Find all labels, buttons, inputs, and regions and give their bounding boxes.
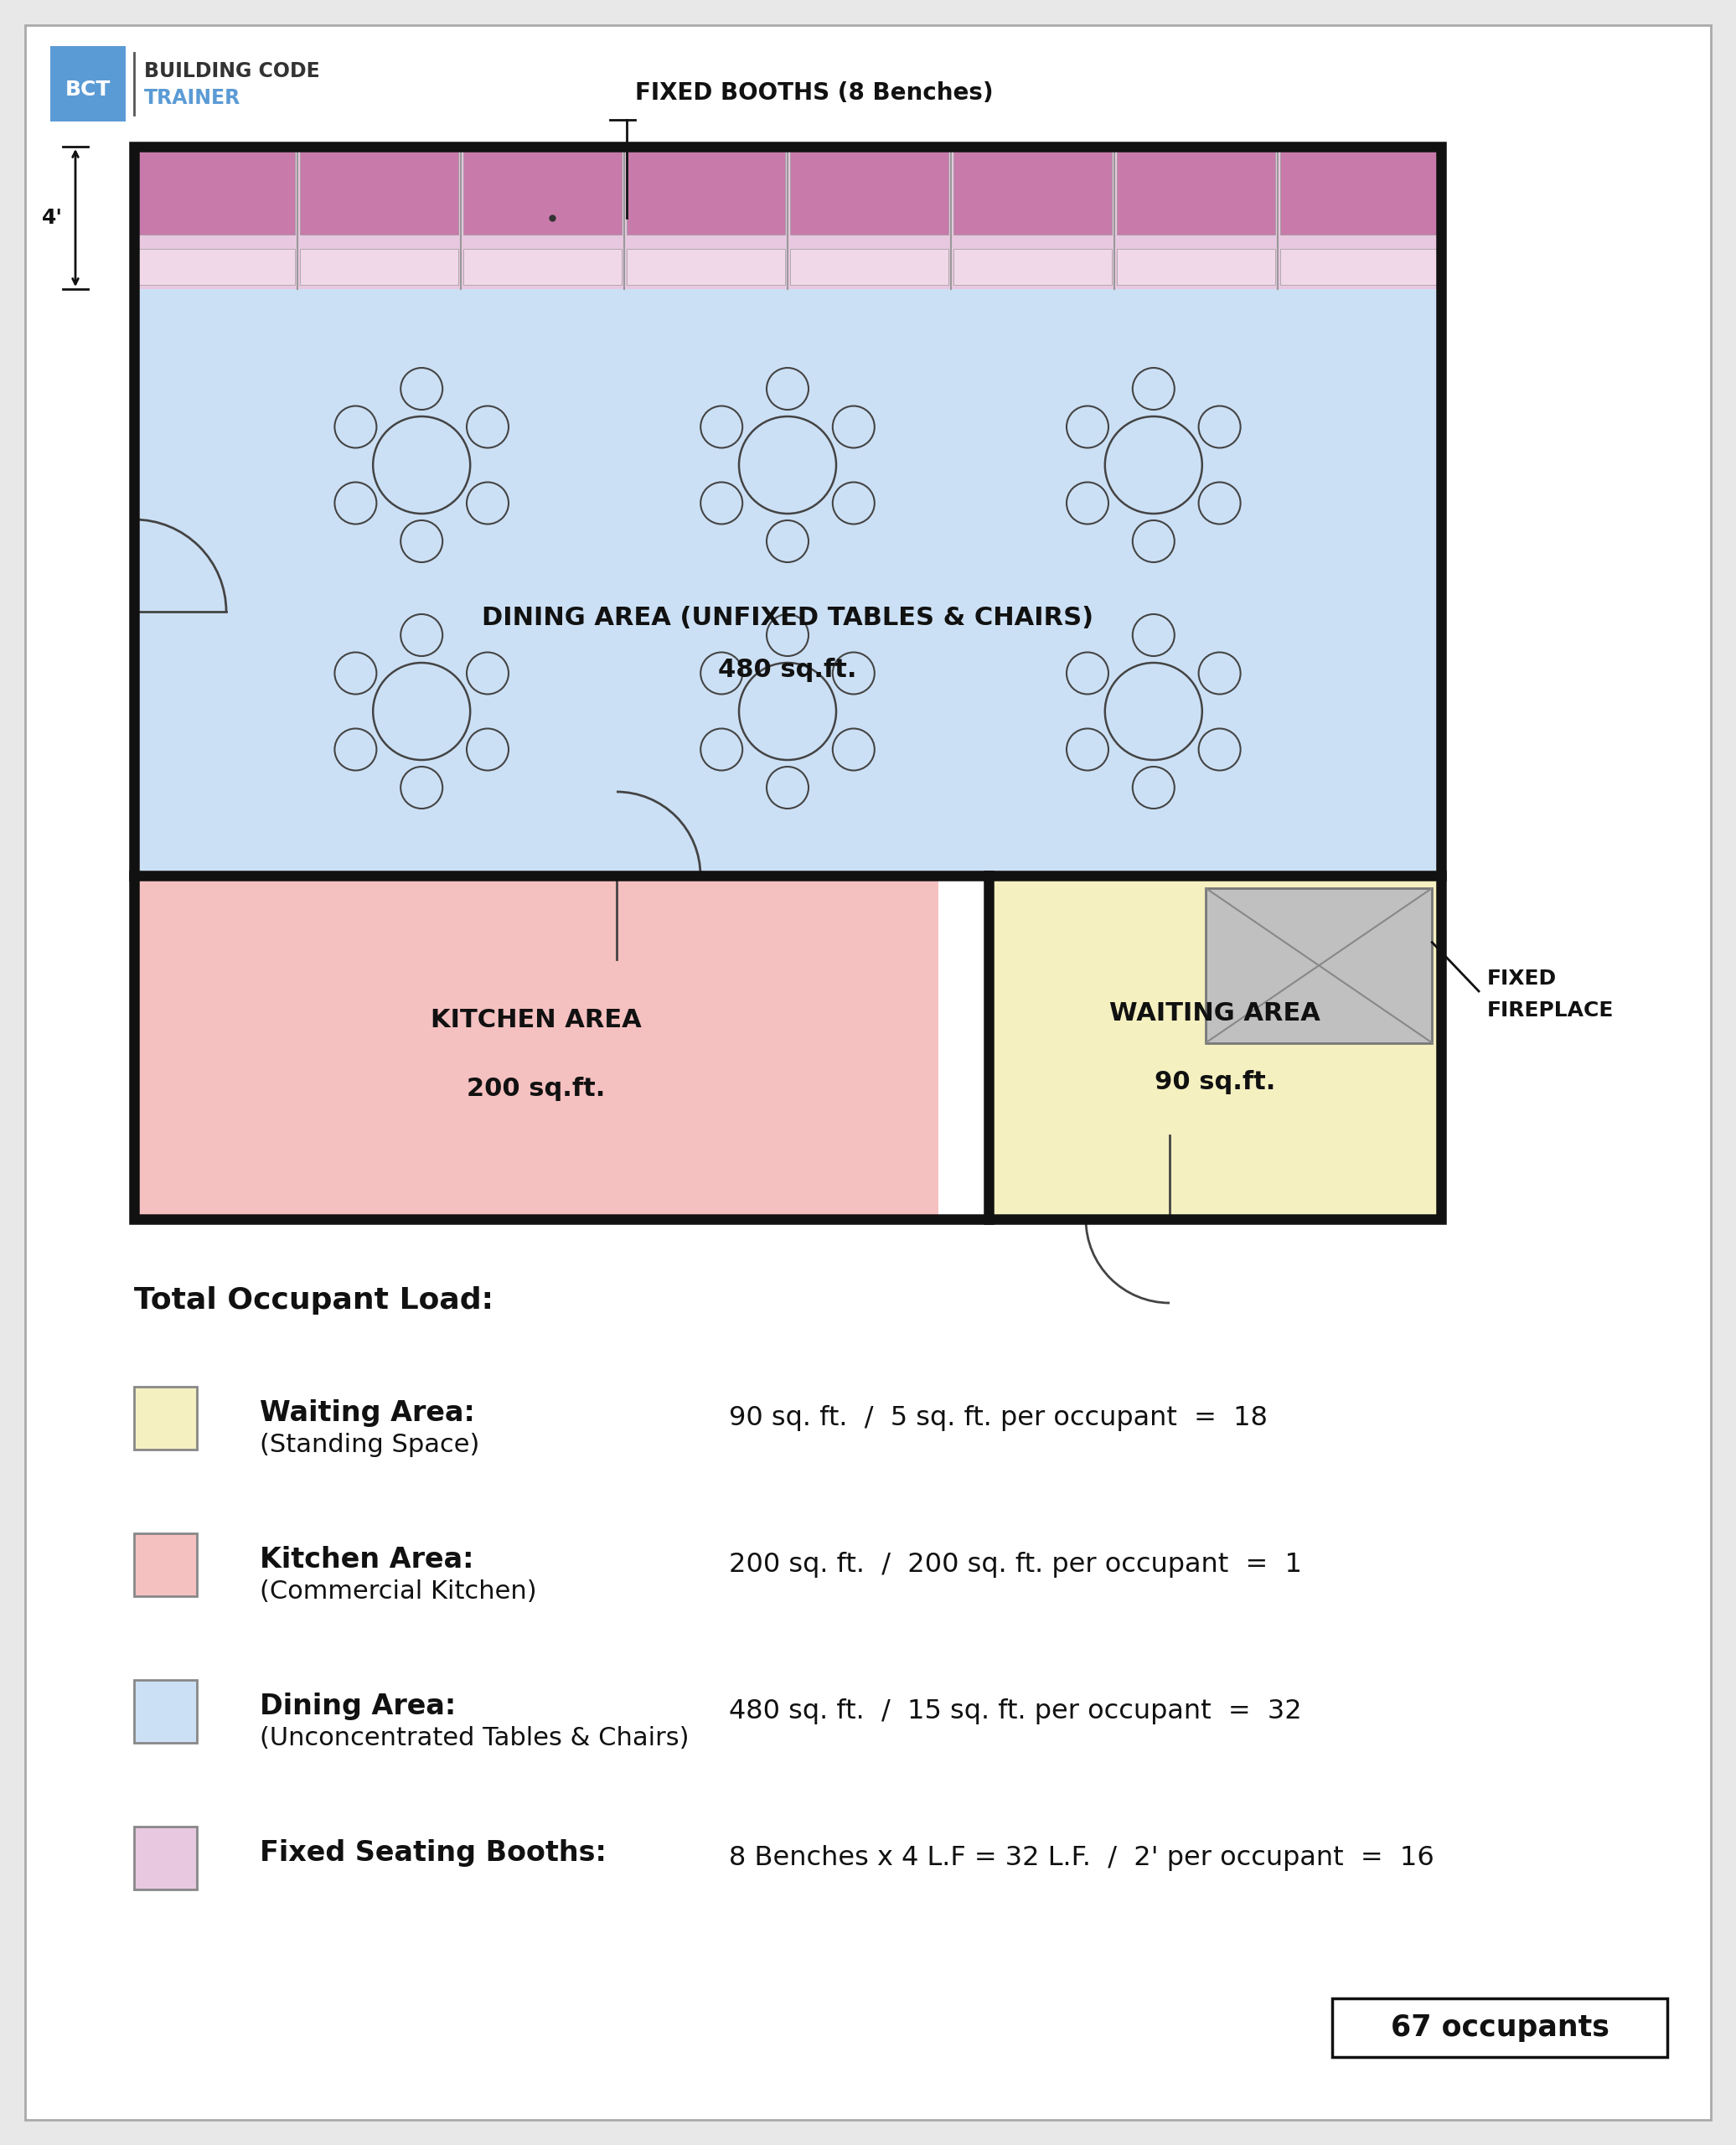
Circle shape	[401, 613, 443, 656]
Bar	[1207, 888, 1432, 1042]
Text: Total Occupant Load:: Total Occupant Load:	[134, 1287, 493, 1315]
Text: 200 sq.ft.: 200 sq.ft.	[467, 1077, 606, 1100]
Circle shape	[401, 766, 443, 809]
Text: 8 Benches x 4 L.F = 32 L.F.  /  2' per occupant  =  16: 8 Benches x 4 L.F = 32 L.F. / 2' per occ…	[729, 1845, 1434, 1870]
Bar	[137, 150, 295, 234]
Text: 90 sq. ft.  /  5 sq. ft. per occupant  =  18: 90 sq. ft. / 5 sq. ft. per occupant = 18	[729, 1405, 1267, 1431]
Circle shape	[701, 483, 743, 523]
Text: 200 sq. ft.  /  200 sq. ft. per occupant  =  1: 200 sq. ft. / 200 sq. ft. per occupant =…	[729, 1551, 1302, 1579]
Bar	[134, 146, 1441, 290]
Bar	[300, 249, 458, 285]
Circle shape	[701, 652, 743, 695]
Bar	[1279, 249, 1439, 285]
Bar	[464, 150, 621, 234]
Bar	[627, 150, 785, 234]
Bar	[1116, 150, 1276, 234]
Text: Fixed Seating Booths:: Fixed Seating Booths:	[260, 1838, 606, 1866]
Circle shape	[1104, 416, 1201, 513]
Bar	[627, 249, 785, 285]
Text: (Unconcentrated Tables & Chairs): (Unconcentrated Tables & Chairs)	[260, 1727, 689, 1750]
Bar	[464, 249, 621, 285]
Circle shape	[740, 663, 837, 759]
Bar	[1279, 150, 1439, 234]
Circle shape	[740, 416, 837, 513]
Bar	[134, 1534, 196, 1596]
Circle shape	[335, 405, 377, 448]
Circle shape	[1132, 367, 1175, 410]
Circle shape	[1132, 521, 1175, 562]
Circle shape	[373, 663, 470, 759]
Bar	[953, 150, 1111, 234]
Circle shape	[833, 729, 875, 770]
Circle shape	[467, 483, 509, 523]
Circle shape	[833, 483, 875, 523]
Text: BCT: BCT	[66, 79, 111, 99]
Circle shape	[767, 766, 809, 809]
Text: KITCHEN AREA: KITCHEN AREA	[431, 1008, 642, 1032]
Bar	[134, 1828, 196, 1890]
Circle shape	[1132, 613, 1175, 656]
Circle shape	[401, 367, 443, 410]
Circle shape	[1066, 652, 1109, 695]
Circle shape	[467, 405, 509, 448]
Text: WAITING AREA: WAITING AREA	[1109, 1002, 1321, 1025]
Bar	[1116, 249, 1276, 285]
Circle shape	[701, 729, 743, 770]
Bar	[137, 249, 295, 285]
Text: BUILDING CODE: BUILDING CODE	[144, 62, 319, 82]
Circle shape	[1198, 729, 1241, 770]
Circle shape	[401, 521, 443, 562]
Bar	[790, 249, 948, 285]
Circle shape	[1104, 663, 1201, 759]
Circle shape	[335, 652, 377, 695]
Bar	[988, 875, 1441, 1218]
Circle shape	[1198, 405, 1241, 448]
Circle shape	[767, 521, 809, 562]
Bar	[953, 249, 1111, 285]
Text: (Standing Space): (Standing Space)	[260, 1433, 479, 1456]
Circle shape	[701, 405, 743, 448]
Circle shape	[467, 652, 509, 695]
Text: FIXED BOOTHS (8 Benches): FIXED BOOTHS (8 Benches)	[635, 82, 993, 105]
Circle shape	[833, 405, 875, 448]
Text: FIXED: FIXED	[1488, 970, 1557, 989]
Circle shape	[335, 729, 377, 770]
Bar	[300, 150, 458, 234]
Circle shape	[467, 729, 509, 770]
Circle shape	[833, 652, 875, 695]
Text: 480 sq.ft.: 480 sq.ft.	[719, 659, 858, 682]
Text: Waiting Area:: Waiting Area:	[260, 1399, 476, 1426]
Bar	[134, 290, 1441, 875]
Text: 480 sq. ft.  /  15 sq. ft. per occupant  =  32: 480 sq. ft. / 15 sq. ft. per occupant = …	[729, 1699, 1302, 1725]
Circle shape	[1066, 729, 1109, 770]
Text: TRAINER: TRAINER	[144, 88, 241, 107]
Bar	[50, 45, 125, 122]
Circle shape	[1066, 405, 1109, 448]
Circle shape	[1132, 766, 1175, 809]
Circle shape	[335, 483, 377, 523]
Bar	[134, 1386, 196, 1450]
Text: (Commercial Kitchen): (Commercial Kitchen)	[260, 1579, 536, 1604]
Circle shape	[1198, 652, 1241, 695]
Circle shape	[1198, 483, 1241, 523]
Text: FIREPLACE: FIREPLACE	[1488, 1000, 1614, 1021]
Text: Dining Area:: Dining Area:	[260, 1692, 457, 1720]
Circle shape	[373, 416, 470, 513]
Bar	[1332, 1999, 1667, 2057]
Bar	[134, 146, 1441, 1218]
Circle shape	[767, 613, 809, 656]
Text: Kitchen Area:: Kitchen Area:	[260, 1547, 474, 1574]
Text: DINING AREA (UNFIXED TABLES & CHAIRS): DINING AREA (UNFIXED TABLES & CHAIRS)	[481, 605, 1094, 631]
Bar	[134, 875, 939, 1218]
Circle shape	[767, 367, 809, 410]
Bar	[134, 1680, 196, 1742]
Text: 90 sq.ft.: 90 sq.ft.	[1154, 1070, 1276, 1094]
Text: 4': 4'	[42, 208, 62, 227]
Bar	[790, 150, 948, 234]
Circle shape	[1066, 483, 1109, 523]
Text: 67 occupants: 67 occupants	[1391, 2014, 1609, 2042]
